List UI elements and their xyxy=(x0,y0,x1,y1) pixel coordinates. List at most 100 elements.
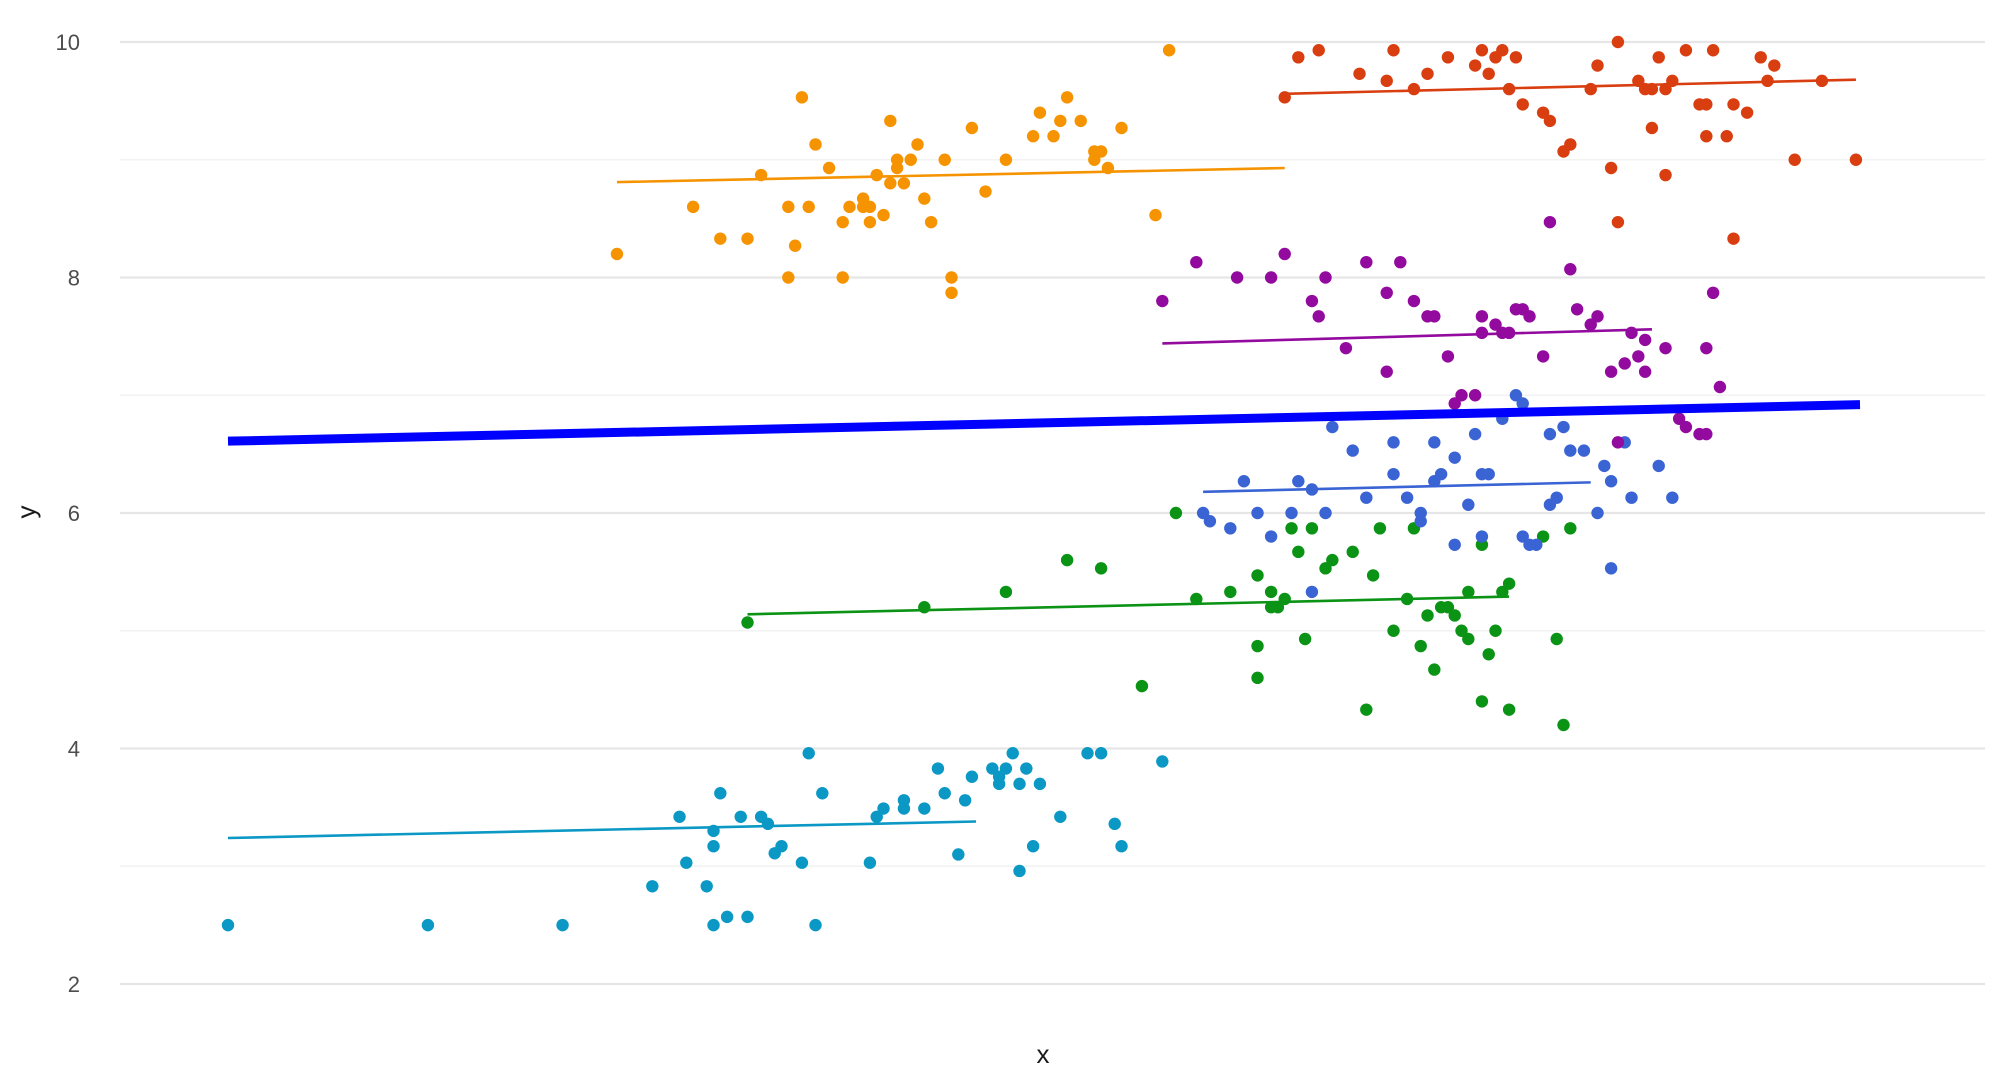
y-tick-label: 6 xyxy=(68,501,80,526)
data-point xyxy=(1584,318,1597,331)
data-point xyxy=(870,810,883,823)
data-point xyxy=(1292,545,1305,559)
data-point xyxy=(1502,703,1516,716)
data-point xyxy=(1169,506,1183,520)
grid-lines xyxy=(120,40,1985,986)
data-point xyxy=(1033,106,1047,119)
data-point xyxy=(1020,762,1033,775)
data-point xyxy=(1305,483,1319,496)
data-point xyxy=(802,747,815,760)
data-point xyxy=(897,802,911,815)
data-point xyxy=(1740,106,1754,119)
data-point xyxy=(680,856,693,869)
group-trend-line xyxy=(1203,481,1591,494)
data-point xyxy=(1305,294,1319,308)
data-points xyxy=(221,35,1863,932)
group-trend-line xyxy=(1162,328,1652,345)
data-point xyxy=(1285,522,1298,535)
data-point xyxy=(1598,459,1611,473)
data-point xyxy=(1448,397,1461,410)
data-point xyxy=(1203,515,1217,528)
data-point xyxy=(1489,624,1502,637)
data-point xyxy=(918,601,931,614)
data-point xyxy=(1054,114,1067,128)
data-point xyxy=(1502,82,1516,96)
data-point xyxy=(1727,98,1740,111)
data-point xyxy=(1645,121,1659,135)
data-point xyxy=(1557,420,1570,434)
data-point xyxy=(1013,777,1026,791)
data-point xyxy=(1625,326,1638,340)
data-point xyxy=(1278,592,1291,606)
data-point xyxy=(1264,271,1278,284)
data-point xyxy=(1482,648,1495,661)
data-point xyxy=(707,824,720,838)
data-point xyxy=(754,168,768,182)
data-point xyxy=(1462,585,1475,599)
y-tick-labels: 2 4 6 8 10 xyxy=(56,30,80,997)
data-point xyxy=(686,200,700,214)
data-point xyxy=(884,177,897,190)
data-point xyxy=(1557,718,1570,732)
data-point xyxy=(1060,91,1074,104)
data-point xyxy=(1156,294,1169,308)
data-point xyxy=(1611,436,1625,449)
data-point xyxy=(1468,389,1482,402)
data-point xyxy=(1768,59,1781,72)
data-point xyxy=(809,918,822,932)
group-trend-lines xyxy=(227,78,1856,840)
data-point xyxy=(1523,538,1536,551)
data-point xyxy=(1509,389,1523,402)
data-point xyxy=(884,114,897,128)
data-point xyxy=(1720,130,1733,143)
data-point xyxy=(918,192,931,205)
data-point xyxy=(1312,44,1325,57)
data-point xyxy=(1564,138,1577,151)
data-point xyxy=(1502,326,1516,340)
data-point xyxy=(1421,67,1434,80)
data-point xyxy=(707,840,720,853)
data-point xyxy=(938,787,951,800)
data-point xyxy=(1659,341,1672,355)
data-point xyxy=(1428,436,1441,449)
data-point xyxy=(1360,491,1373,504)
y-tick-label: 2 xyxy=(68,972,80,997)
data-point xyxy=(1468,59,1482,72)
data-point xyxy=(802,200,815,214)
data-point xyxy=(1706,286,1720,300)
data-point xyxy=(904,153,917,166)
data-point xyxy=(1509,51,1523,64)
data-point xyxy=(986,762,999,775)
data-point xyxy=(1298,632,1312,646)
data-point xyxy=(1428,663,1441,676)
data-point xyxy=(1400,592,1414,606)
data-point xyxy=(890,153,904,166)
data-point xyxy=(1516,98,1529,111)
data-point xyxy=(1591,506,1604,520)
data-point xyxy=(1475,326,1489,340)
data-point xyxy=(979,185,992,198)
data-point xyxy=(673,810,686,823)
data-point xyxy=(1652,51,1665,64)
data-point xyxy=(720,910,734,924)
data-point xyxy=(1108,817,1121,831)
data-point xyxy=(1054,810,1067,823)
data-point xyxy=(1543,215,1557,229)
data-point xyxy=(1448,538,1461,551)
data-point xyxy=(1074,114,1087,128)
data-point xyxy=(734,810,747,823)
data-point xyxy=(1346,545,1359,559)
data-point xyxy=(1278,247,1291,261)
data-point xyxy=(1251,569,1264,582)
data-point xyxy=(863,856,877,869)
data-point xyxy=(1380,286,1393,300)
data-point xyxy=(958,794,972,807)
data-point xyxy=(1360,703,1373,716)
data-point xyxy=(421,918,435,932)
data-point xyxy=(1468,427,1482,441)
data-point xyxy=(1339,341,1353,355)
data-point xyxy=(1638,333,1652,347)
data-point xyxy=(931,762,945,775)
data-point xyxy=(741,910,754,924)
data-point xyxy=(1652,459,1665,473)
